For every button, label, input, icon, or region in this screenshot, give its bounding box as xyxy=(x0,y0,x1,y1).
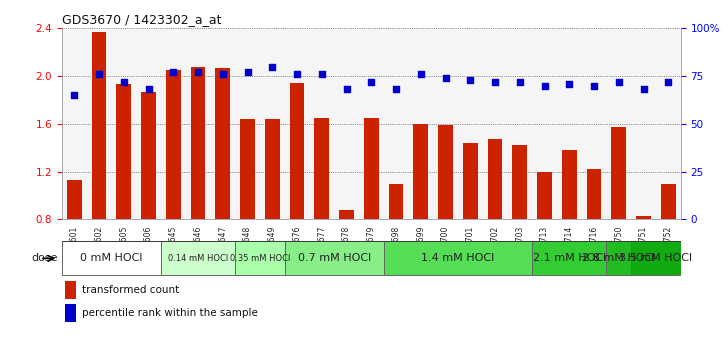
Point xyxy=(192,69,204,75)
Text: dose: dose xyxy=(32,253,58,263)
Bar xyxy=(463,143,478,219)
Bar xyxy=(438,125,453,219)
Point xyxy=(588,83,600,88)
Bar xyxy=(339,210,354,219)
Bar xyxy=(389,184,403,219)
Point xyxy=(390,87,402,92)
Bar xyxy=(631,241,681,275)
Point xyxy=(415,72,427,77)
Bar xyxy=(384,241,532,275)
Bar xyxy=(364,118,379,219)
Text: transformed count: transformed count xyxy=(82,285,179,295)
Bar xyxy=(67,180,82,219)
Point xyxy=(242,69,253,75)
Point xyxy=(662,79,674,85)
Point xyxy=(464,77,476,83)
Text: GDS3670 / 1423302_a_at: GDS3670 / 1423302_a_at xyxy=(62,13,221,26)
Bar xyxy=(661,184,676,219)
Bar xyxy=(116,85,131,219)
Point xyxy=(266,64,278,69)
Bar xyxy=(240,119,255,219)
Bar xyxy=(65,304,76,321)
Point xyxy=(68,92,80,98)
Bar xyxy=(235,241,285,275)
Point xyxy=(143,87,154,92)
Bar xyxy=(65,281,76,299)
Bar xyxy=(562,150,577,219)
Text: 0.7 mM HOCl: 0.7 mM HOCl xyxy=(298,253,371,263)
Point xyxy=(440,75,451,81)
Bar xyxy=(414,124,428,219)
Bar xyxy=(161,241,235,275)
Bar xyxy=(513,145,527,219)
Bar xyxy=(191,67,205,219)
Point xyxy=(93,72,105,77)
Point xyxy=(365,79,377,85)
Bar xyxy=(488,139,502,219)
Text: 3.5 mM HOCl: 3.5 mM HOCl xyxy=(620,253,692,263)
Point xyxy=(316,72,328,77)
Bar xyxy=(265,119,280,219)
Bar xyxy=(92,32,106,219)
Bar xyxy=(285,241,384,275)
Text: 0.35 mM HOCl: 0.35 mM HOCl xyxy=(230,254,290,263)
Point xyxy=(638,87,649,92)
Point xyxy=(514,79,526,85)
Point xyxy=(167,69,179,75)
Point xyxy=(489,79,501,85)
Text: 0 mM HOCl: 0 mM HOCl xyxy=(80,253,143,263)
Point xyxy=(291,72,303,77)
Bar xyxy=(141,92,156,219)
Point xyxy=(613,79,625,85)
Point xyxy=(539,83,550,88)
Bar xyxy=(314,118,329,219)
Point xyxy=(118,79,130,85)
Text: 2.1 mM HOCl: 2.1 mM HOCl xyxy=(533,253,606,263)
Text: 2.8 mM HOCl: 2.8 mM HOCl xyxy=(582,253,655,263)
Text: percentile rank within the sample: percentile rank within the sample xyxy=(82,308,258,318)
Bar xyxy=(290,83,304,219)
Point xyxy=(563,81,575,87)
Bar xyxy=(62,241,161,275)
Point xyxy=(217,72,229,77)
Text: 0.14 mM HOCl: 0.14 mM HOCl xyxy=(168,254,228,263)
Bar xyxy=(612,127,626,219)
Bar xyxy=(636,216,651,219)
Text: 1.4 mM HOCl: 1.4 mM HOCl xyxy=(422,253,494,263)
Bar xyxy=(166,70,181,219)
Bar xyxy=(587,169,601,219)
Bar xyxy=(532,241,606,275)
Bar xyxy=(606,241,631,275)
Bar xyxy=(215,68,230,219)
Bar xyxy=(537,172,552,219)
Point xyxy=(341,87,352,92)
